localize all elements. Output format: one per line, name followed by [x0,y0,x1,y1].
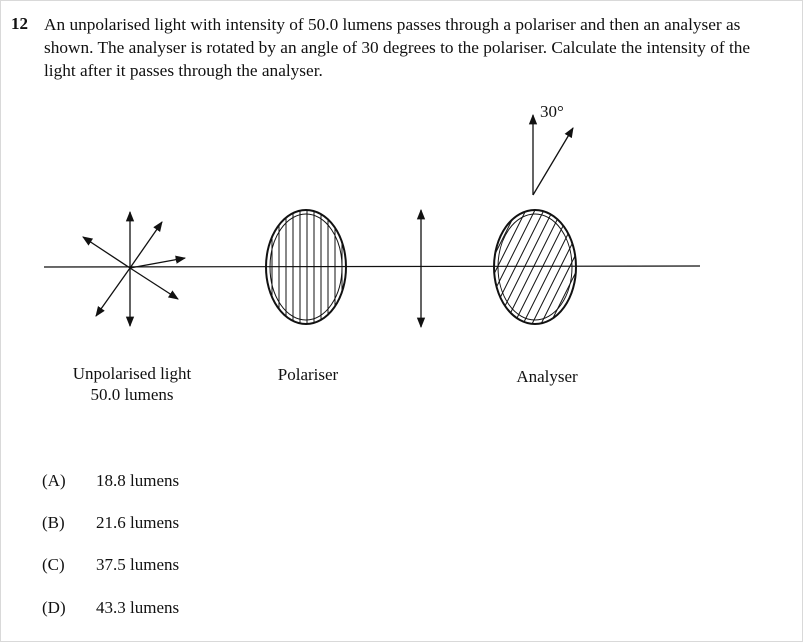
analyser-label: Analyser [516,367,578,386]
option-c[interactable]: (C) 37.5 lumens [42,555,179,575]
unpolarised-light-label-line1: Unpolarised light [72,364,192,383]
unpolarised-light-label-line2: 50.0 lumens [90,385,174,404]
option-c-text: 37.5 lumens [96,555,180,574]
option-b-text: 21.6 lumens [96,513,180,532]
option-d-letter: (D) [42,598,66,617]
unpolarised-light-arrows [82,210,187,328]
angle-label: 30° [540,102,564,121]
option-a-text: 18.8 lumens [96,471,180,490]
angle-indicator [528,113,574,196]
question-number: 12 [11,14,28,33]
option-c-letter: (C) [42,555,65,574]
option-d-text: 43.3 lumens [96,598,180,617]
unpolarised-light-label: Unpolarised light 50.0 lumens [52,363,212,405]
option-b[interactable]: (B) 21.6 lumens [42,513,179,533]
analyser-ellipse [493,209,577,325]
polariser-ellipse [265,209,347,325]
option-d[interactable]: (D) 43.3 lumens [42,598,179,618]
question-text: An unpolarised light with intensity of 5… [44,15,751,80]
option-b-letter: (B) [42,513,65,532]
option-a-letter: (A) [42,471,66,490]
optical-axis-line [43,265,701,268]
polariser-label: Polariser [277,365,339,384]
option-a[interactable]: (A) 18.8 lumens [42,471,179,491]
